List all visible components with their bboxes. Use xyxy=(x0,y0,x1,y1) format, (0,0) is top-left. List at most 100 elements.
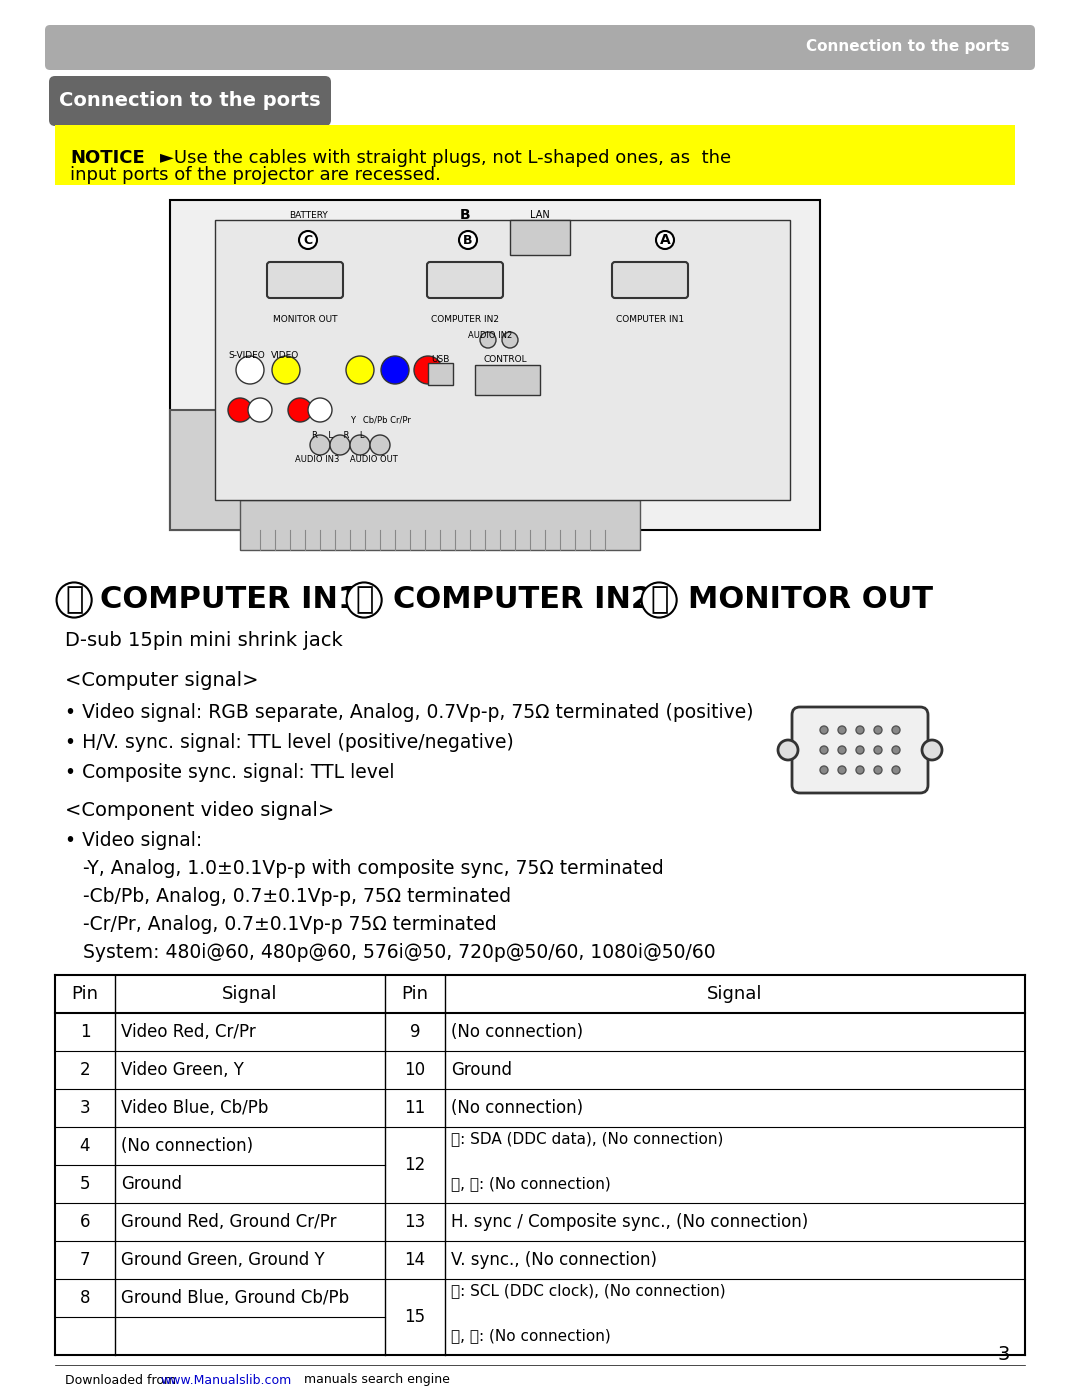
Text: LAN: LAN xyxy=(530,210,550,219)
Circle shape xyxy=(874,746,882,754)
Text: R    L    R    L: R L R L xyxy=(312,430,364,440)
Text: 12: 12 xyxy=(404,1155,426,1173)
Text: D-sub 15pin mini shrink jack: D-sub 15pin mini shrink jack xyxy=(65,630,342,650)
Circle shape xyxy=(874,726,882,733)
Bar xyxy=(55,1013,114,1051)
Bar xyxy=(55,975,114,1013)
FancyBboxPatch shape xyxy=(45,25,1035,70)
Circle shape xyxy=(778,740,798,760)
FancyBboxPatch shape xyxy=(49,75,330,126)
Circle shape xyxy=(299,231,318,249)
Circle shape xyxy=(414,356,442,384)
FancyBboxPatch shape xyxy=(612,263,688,298)
Bar xyxy=(55,1165,114,1203)
Circle shape xyxy=(656,231,674,249)
Circle shape xyxy=(248,398,272,422)
Text: S-VIDEO: S-VIDEO xyxy=(229,351,266,359)
Text: Video Red, Cr/Pr: Video Red, Cr/Pr xyxy=(121,1023,256,1041)
Bar xyxy=(384,1051,445,1090)
Bar xyxy=(114,1013,384,1051)
Text: Y   Cb/Pb Cr/Pr: Y Cb/Pb Cr/Pr xyxy=(350,415,410,425)
FancyBboxPatch shape xyxy=(170,200,820,529)
Bar xyxy=(445,1051,1025,1090)
Circle shape xyxy=(288,398,312,422)
Text: Pin: Pin xyxy=(71,985,98,1003)
Text: B: B xyxy=(460,208,470,222)
Circle shape xyxy=(480,332,496,348)
Text: Connection to the ports: Connection to the ports xyxy=(807,39,1010,54)
Bar xyxy=(445,1013,1025,1051)
Text: • Video signal: RGB separate, Analog, 0.7Vp-p, 75Ω terminated (positive): • Video signal: RGB separate, Analog, 0.… xyxy=(65,703,754,721)
Bar xyxy=(114,975,384,1013)
Circle shape xyxy=(502,332,518,348)
Circle shape xyxy=(922,740,942,760)
Text: (No connection): (No connection) xyxy=(121,1137,253,1155)
Bar xyxy=(384,1280,445,1355)
Bar xyxy=(384,1203,445,1241)
Text: C: C xyxy=(303,233,312,246)
Bar xyxy=(55,1203,114,1241)
Circle shape xyxy=(381,356,409,384)
Text: VIDEO: VIDEO xyxy=(271,351,299,359)
Bar xyxy=(114,1165,384,1203)
Text: • Composite sync. signal: TTL level: • Composite sync. signal: TTL level xyxy=(65,763,394,781)
FancyBboxPatch shape xyxy=(55,124,1015,184)
FancyBboxPatch shape xyxy=(475,365,540,395)
Text: BATTERY: BATTERY xyxy=(288,211,327,219)
Circle shape xyxy=(820,746,828,754)
Text: System: 480i@60, 480p@60, 576i@50, 720p@50/60, 1080i@50/60: System: 480i@60, 480p@60, 576i@50, 720p@… xyxy=(65,943,716,961)
Circle shape xyxy=(838,726,846,733)
Text: -Y, Analog, 1.0±0.1Vp-p with composite sync, 75Ω terminated: -Y, Analog, 1.0±0.1Vp-p with composite s… xyxy=(65,859,664,877)
Circle shape xyxy=(272,356,300,384)
Text: Ⓑ, Ⓒ: (No connection): Ⓑ, Ⓒ: (No connection) xyxy=(451,1329,611,1344)
Text: Ground Blue, Ground Cb/Pb: Ground Blue, Ground Cb/Pb xyxy=(121,1289,349,1308)
Text: MONITOR OUT: MONITOR OUT xyxy=(273,316,337,324)
Text: -Cr/Pr, Analog, 0.7±0.1Vp-p 75Ω terminated: -Cr/Pr, Analog, 0.7±0.1Vp-p 75Ω terminat… xyxy=(65,915,497,933)
Circle shape xyxy=(820,766,828,774)
Text: B: B xyxy=(463,233,473,246)
Circle shape xyxy=(892,766,900,774)
Circle shape xyxy=(459,231,477,249)
Circle shape xyxy=(820,726,828,733)
Text: 13: 13 xyxy=(404,1213,426,1231)
Text: CONTROL: CONTROL xyxy=(483,355,527,365)
Text: Ground Green, Ground Y: Ground Green, Ground Y xyxy=(121,1250,325,1268)
Circle shape xyxy=(330,434,350,455)
Circle shape xyxy=(350,434,370,455)
Text: 2: 2 xyxy=(80,1060,91,1078)
FancyBboxPatch shape xyxy=(267,263,343,298)
Text: ►Use the cables with straight plugs, not L-shaped ones, as  the: ►Use the cables with straight plugs, not… xyxy=(160,149,731,168)
FancyBboxPatch shape xyxy=(170,409,291,529)
Text: COMPUTER IN1: COMPUTER IN1 xyxy=(616,316,684,324)
Text: 15: 15 xyxy=(404,1308,426,1326)
Text: Ground Red, Ground Cr/Pr: Ground Red, Ground Cr/Pr xyxy=(121,1213,337,1231)
FancyBboxPatch shape xyxy=(215,219,789,500)
Text: Ground: Ground xyxy=(451,1060,512,1078)
Bar xyxy=(445,1241,1025,1280)
Text: 10: 10 xyxy=(404,1060,426,1078)
Text: Ⓒ: Ⓒ xyxy=(650,585,669,615)
Text: <Computer signal>: <Computer signal> xyxy=(65,671,258,690)
Bar xyxy=(114,1090,384,1127)
Bar xyxy=(55,1090,114,1127)
Text: COMPUTER IN2: COMPUTER IN2 xyxy=(431,316,499,324)
Text: Connection to the ports: Connection to the ports xyxy=(59,91,321,110)
Bar xyxy=(384,1013,445,1051)
Bar xyxy=(55,1051,114,1090)
Text: -Cb/Pb, Analog, 0.7±0.1Vp-p, 75Ω terminated: -Cb/Pb, Analog, 0.7±0.1Vp-p, 75Ω termina… xyxy=(65,887,511,905)
FancyBboxPatch shape xyxy=(427,263,503,298)
Circle shape xyxy=(310,434,330,455)
Text: NOTICE: NOTICE xyxy=(70,149,145,168)
Circle shape xyxy=(892,746,900,754)
Text: 3: 3 xyxy=(998,1345,1010,1365)
Circle shape xyxy=(838,746,846,754)
FancyBboxPatch shape xyxy=(428,363,453,386)
Circle shape xyxy=(237,356,264,384)
Text: Downloaded from: Downloaded from xyxy=(65,1373,180,1386)
Bar xyxy=(55,1127,114,1165)
Bar xyxy=(384,1241,445,1280)
Text: 9: 9 xyxy=(409,1023,420,1041)
Circle shape xyxy=(228,398,252,422)
Text: 11: 11 xyxy=(404,1099,426,1118)
Text: AUDIO IN3    AUDIO OUT: AUDIO IN3 AUDIO OUT xyxy=(295,455,397,464)
